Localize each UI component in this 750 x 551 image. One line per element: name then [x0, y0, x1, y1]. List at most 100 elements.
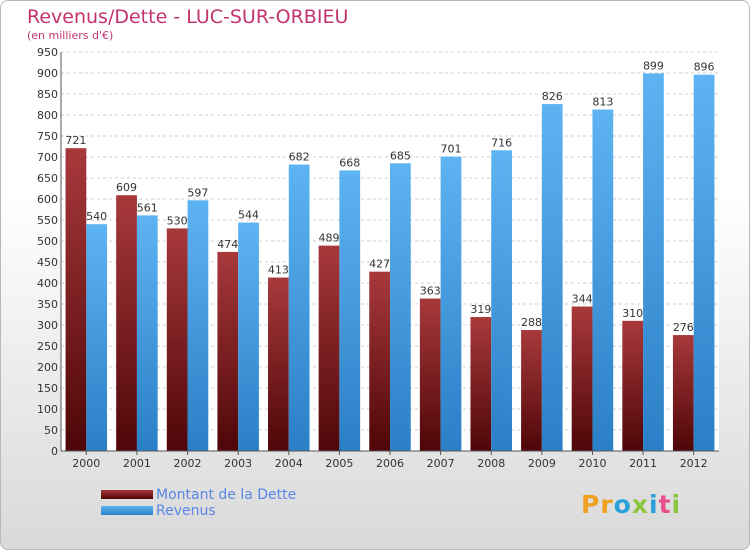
bar-debt	[470, 317, 492, 451]
bar-debt	[166, 228, 188, 451]
bar-revenus	[136, 215, 158, 451]
y-tick-label: 550	[37, 214, 58, 227]
legend-label-revenus: Revenus	[156, 503, 216, 519]
bar-revenus	[339, 170, 361, 451]
bar-revenus	[693, 74, 715, 452]
logo-letter: x	[631, 490, 649, 519]
value-label-debt: 530	[167, 214, 188, 227]
y-tick-label: 150	[37, 382, 58, 395]
value-label-debt: 310	[622, 307, 643, 320]
bar-revenus	[541, 104, 563, 451]
value-label-revenus: 701	[440, 143, 461, 156]
value-label-revenus: 826	[542, 90, 563, 103]
value-label-debt: 609	[116, 181, 137, 194]
value-label-debt: 413	[268, 264, 289, 277]
value-label-revenus: 896	[694, 61, 715, 74]
value-label-revenus: 561	[137, 201, 158, 214]
bar-revenus	[440, 156, 462, 451]
value-label-debt: 276	[673, 321, 694, 334]
value-label-debt: 319	[470, 303, 491, 316]
bar-revenus	[491, 150, 512, 451]
value-label-revenus: 540	[86, 210, 107, 223]
x-tick-label: 2010	[578, 457, 606, 470]
logo-letter: o	[613, 490, 632, 519]
y-tick-label: 900	[37, 67, 58, 80]
bar-revenus	[643, 73, 664, 452]
y-tick-label: 400	[37, 277, 58, 290]
x-tick-label: 2009	[528, 457, 556, 470]
value-label-debt: 489	[319, 232, 340, 245]
chart-title: Revenus/Dette - LUC-SUR-ORBIEU	[27, 6, 349, 28]
y-tick-label: 500	[37, 235, 58, 248]
value-label-revenus: 685	[390, 149, 411, 162]
bar-debt	[419, 298, 441, 451]
bar-revenus	[86, 224, 108, 451]
value-label-revenus: 682	[289, 151, 310, 164]
y-tick-label: 950	[37, 46, 58, 59]
bar-revenus	[187, 200, 209, 451]
proxiti-logo: Proxiti	[581, 490, 681, 519]
y-tick-label: 0	[51, 445, 58, 458]
bar-debt	[116, 195, 137, 451]
chart-subtitle: (en milliers d'€)	[27, 29, 114, 42]
value-label-debt: 344	[572, 293, 593, 306]
x-tick-label: 2011	[629, 457, 657, 470]
value-label-debt: 288	[521, 316, 542, 329]
bar-debt	[217, 251, 239, 451]
x-tick-label: 2012	[680, 457, 708, 470]
logo-letter: i	[649, 490, 659, 519]
y-tick-label: 750	[37, 130, 58, 143]
value-label-revenus: 813	[592, 96, 613, 109]
y-tick-label: 450	[37, 256, 58, 269]
x-tick-label: 2007	[427, 457, 455, 470]
logo-letter: t	[658, 490, 672, 519]
y-tick-label: 350	[37, 298, 58, 311]
value-label-debt: 427	[369, 258, 390, 271]
bar-debt	[622, 320, 644, 451]
y-tick-label: 50	[44, 424, 58, 437]
y-tick-label: 300	[37, 319, 58, 332]
value-label-revenus: 716	[491, 136, 512, 149]
bar-debt	[672, 335, 694, 451]
logo-letter: i	[671, 490, 682, 519]
x-tick-label: 2006	[376, 457, 404, 470]
bar-revenus	[390, 163, 411, 452]
value-label-revenus: 899	[643, 59, 664, 72]
bar-debt	[521, 330, 542, 451]
bar-revenus	[288, 164, 310, 451]
y-tick-label: 850	[37, 88, 58, 101]
legend-label-debt: Montant de la Dette	[156, 487, 297, 503]
bar-debt	[318, 245, 340, 451]
value-label-debt: 721	[65, 134, 86, 147]
legend-swatch-revenus	[101, 506, 153, 515]
value-label-revenus: 597	[187, 186, 208, 199]
x-tick-label: 2001	[123, 457, 151, 470]
bar-debt	[268, 277, 289, 451]
y-tick-label: 200	[37, 361, 58, 374]
bar-debt	[571, 306, 593, 451]
legend-swatch-debt	[101, 490, 153, 499]
x-tick-label: 2008	[477, 457, 505, 470]
x-tick-label: 2000	[72, 457, 100, 470]
y-tick-label: 700	[37, 151, 58, 164]
bar-revenus	[238, 222, 259, 451]
y-tick-label: 100	[37, 403, 58, 416]
value-label-debt: 474	[217, 238, 238, 251]
logo-letter: r	[600, 490, 614, 519]
bar-debt	[65, 148, 87, 451]
y-tick-label: 250	[37, 340, 58, 353]
x-tick-label: 2005	[325, 457, 353, 470]
value-label-debt: 363	[420, 285, 441, 298]
bar-revenus	[592, 109, 614, 451]
x-tick-label: 2003	[224, 457, 252, 470]
value-label-revenus: 668	[339, 156, 360, 169]
y-tick-label: 800	[37, 109, 58, 122]
value-label-revenus: 544	[238, 209, 259, 222]
y-tick-label: 650	[37, 172, 58, 185]
y-tick-label: 600	[37, 193, 58, 206]
logo-letter: P	[581, 490, 601, 519]
x-tick-label: 2004	[275, 457, 303, 470]
bar-debt	[369, 271, 390, 451]
x-tick-label: 2002	[174, 457, 202, 470]
